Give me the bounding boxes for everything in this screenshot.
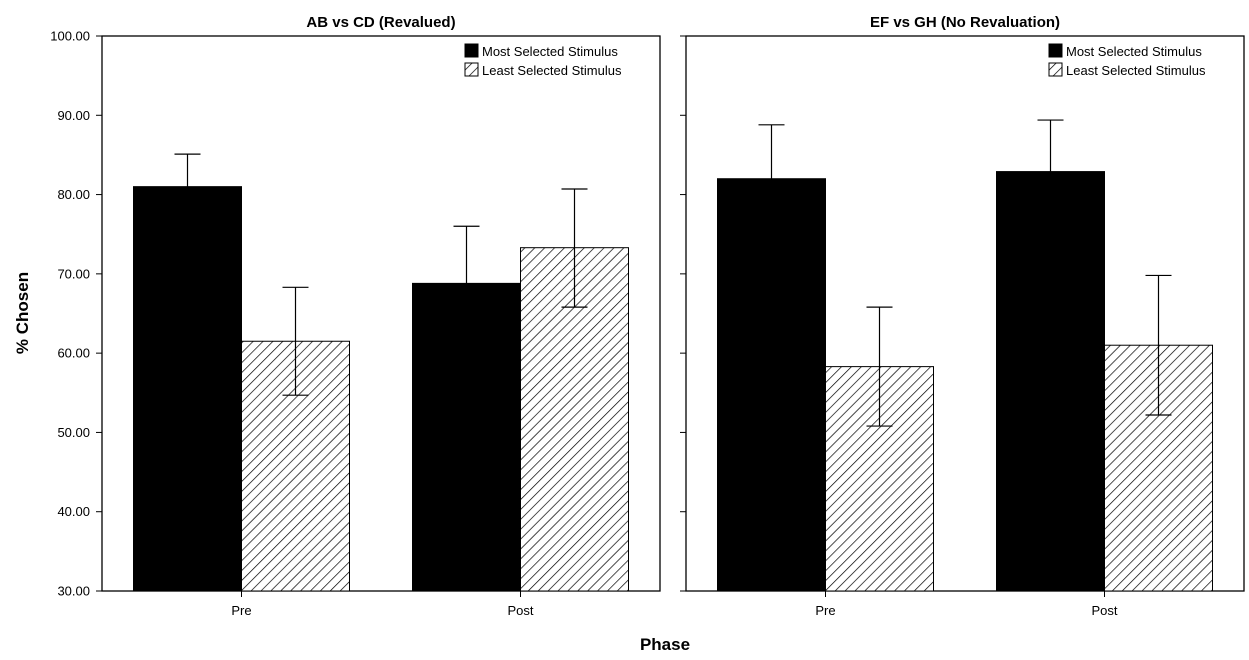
y-tick-label: 70.00: [57, 266, 90, 281]
plot-frame: [101, 35, 661, 592]
bar-most-selected: [996, 171, 1105, 592]
x-axis-title: Phase: [640, 635, 690, 654]
x-tick-label: Pre: [815, 603, 835, 618]
x-tick-label: Pre: [231, 603, 251, 618]
x-tick-label: Post: [1091, 603, 1117, 618]
legend-swatch-least: [1048, 62, 1063, 77]
y-tick-label: 90.00: [57, 108, 90, 123]
x-tick-label: Post: [507, 603, 533, 618]
y-tick-label: 40.00: [57, 504, 90, 519]
y-tick-label: 30.00: [57, 584, 90, 599]
y-tick-label: 80.00: [57, 187, 90, 202]
legend-label: Least Selected Stimulus: [482, 63, 622, 78]
y-axis-title: % Chosen: [13, 272, 32, 354]
panel-title: EF vs GH (No Revaluation): [870, 14, 1060, 31]
panel-title: AB vs CD (Revalued): [306, 14, 455, 31]
legend-swatch-most: [1048, 43, 1063, 58]
legend-swatch-least: [464, 62, 479, 77]
plot-frame: [685, 35, 1245, 592]
y-tick-label: 50.00: [57, 425, 90, 440]
legend-label: Most Selected Stimulus: [482, 44, 618, 59]
y-tick-label: 100.00: [50, 29, 90, 44]
bar-most-selected: [133, 186, 242, 592]
y-tick-label: 60.00: [57, 346, 90, 361]
bar-most-selected: [717, 178, 826, 592]
legend-swatch-most: [464, 43, 479, 58]
legend-label: Least Selected Stimulus: [1066, 63, 1206, 78]
legend-label: Most Selected Stimulus: [1066, 44, 1202, 59]
